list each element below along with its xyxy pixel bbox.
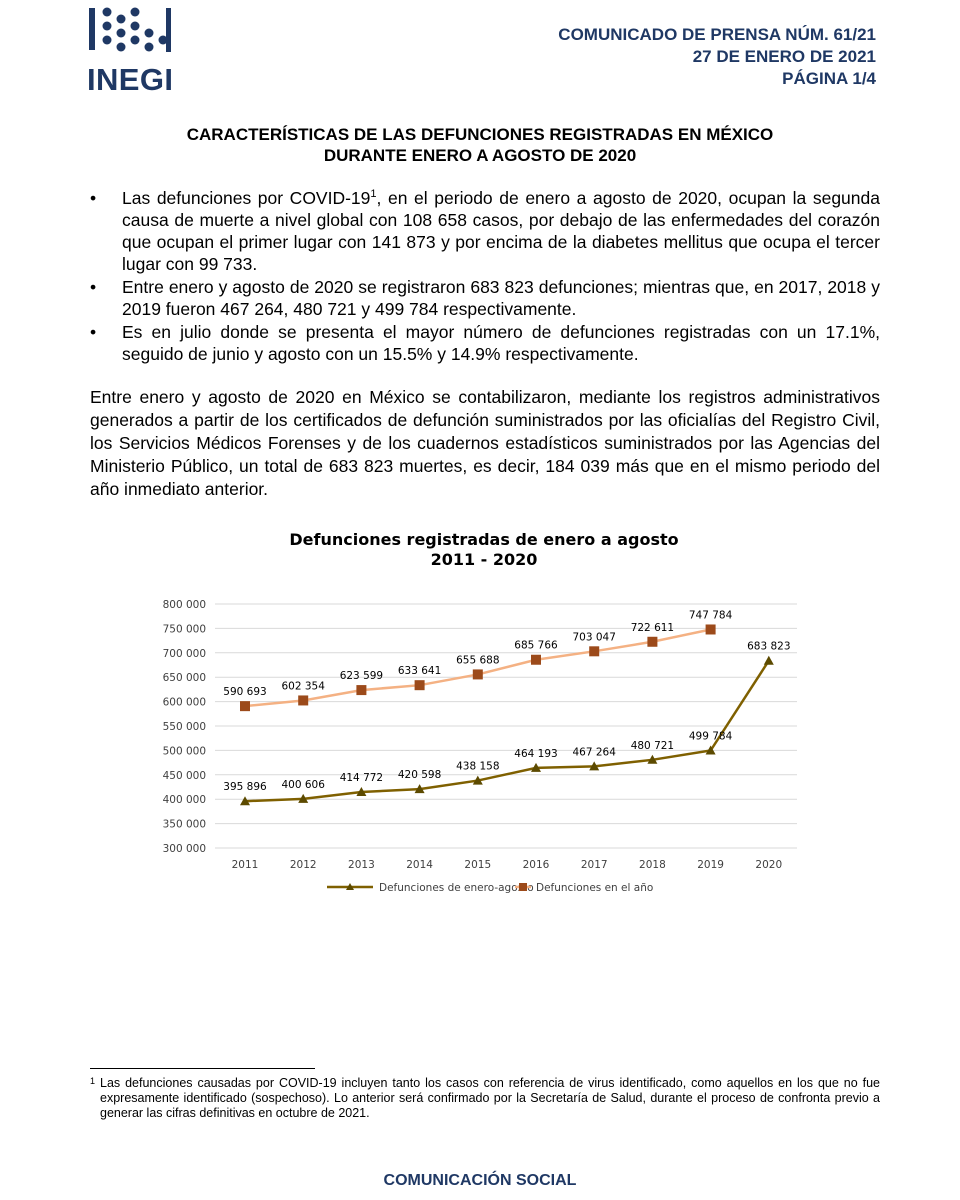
header-line: PÁGINA 1/4 <box>782 69 876 88</box>
data-label: 747 784 <box>689 609 733 621</box>
marker <box>240 701 250 712</box>
marker <box>414 680 425 691</box>
y-tick-label: 300 000 <box>163 843 206 855</box>
footnote-ref: 1 <box>370 188 377 201</box>
data-label: 480 721 <box>631 740 674 752</box>
legend-label: Defunciones en el año <box>536 882 653 894</box>
series-line <box>244 660 770 803</box>
data-label: 703 047 <box>572 631 615 643</box>
x-tick-label: 2019 <box>697 859 724 871</box>
bullet: Las defunciones por COVID-191, en el per… <box>90 187 880 275</box>
data-label: 438 158 <box>456 761 499 773</box>
bullet: Es en julio donde se presenta el mayor n… <box>90 321 880 365</box>
marker <box>414 784 425 794</box>
y-tick-label: 800 000 <box>163 599 206 611</box>
data-label: 420 598 <box>398 769 441 781</box>
x-tick-label: 2012 <box>290 859 317 871</box>
y-tick-label: 400 000 <box>163 794 206 806</box>
data-label: 685 766 <box>514 640 558 652</box>
text: Las defunciones por COVID-19 <box>122 188 371 208</box>
data-label: 623 599 <box>340 670 383 682</box>
data-label: 722 611 <box>631 622 674 634</box>
marker <box>705 745 716 755</box>
chart-subtitle: 2011 - 2020 <box>431 550 538 569</box>
data-label: 683 823 <box>747 641 790 653</box>
data-label: 395 896 <box>223 781 267 793</box>
footnote: 1 Las defunciones causadas por COVID-19 … <box>90 1076 880 1121</box>
y-tick-label: 500 000 <box>163 745 206 757</box>
y-tick-label: 600 000 <box>163 697 206 709</box>
marker <box>356 786 367 796</box>
marker <box>472 775 483 785</box>
logo: INEGI <box>87 7 173 96</box>
y-tick-label: 650 000 <box>163 672 206 684</box>
title: CARACTERÍSTICAS DE LAS DEFUNCIONES REGIS… <box>0 124 960 166</box>
marker <box>647 636 658 647</box>
y-tick-label: 450 000 <box>163 770 206 782</box>
x-tick-label: 2013 <box>348 859 375 871</box>
legend-marker <box>346 883 354 890</box>
legend-marker <box>519 883 527 891</box>
chart-title: Defunciones registradas de enero a agost… <box>289 530 678 549</box>
header-line: 27 DE ENERO DE 2021 <box>692 47 876 66</box>
x-tick-label: 2020 <box>755 859 782 871</box>
title-line: DURANTE ENERO A AGOSTO DE 2020 <box>323 146 637 165</box>
marker <box>240 796 250 806</box>
chart: Defunciones registradas de enero a agost… <box>163 530 797 894</box>
data-label: 464 193 <box>514 748 557 760</box>
header-line: COMUNICADO DE PRENSA NÚM. 61/21 <box>558 25 876 44</box>
x-tick-label: 2015 <box>464 859 491 871</box>
data-label: 633 641 <box>398 665 441 677</box>
x-tick-label: 2016 <box>523 859 550 871</box>
marker <box>763 655 774 665</box>
marker <box>298 695 309 706</box>
data-label: 602 354 <box>281 680 325 692</box>
header: COMUNICADO DE PRENSA NÚM. 61/21 27 DE EN… <box>558 24 876 90</box>
x-tick-label: 2011 <box>232 859 259 871</box>
text: Es en julio donde se presenta el mayor n… <box>122 322 880 364</box>
x-tick-label: 2018 <box>639 859 666 871</box>
marker <box>472 669 483 680</box>
x-tick-label: 2014 <box>406 859 433 871</box>
data-label: 400 606 <box>281 779 325 791</box>
marker <box>589 761 600 771</box>
logo-text: INEGI <box>87 62 173 96</box>
bullet: Entre enero y agosto de 2020 se registra… <box>90 276 880 320</box>
paragraph: Entre enero y agosto de 2020 en México s… <box>90 387 880 499</box>
title-line: CARACTERÍSTICAS DE LAS DEFUNCIONES REGIS… <box>186 125 774 144</box>
data-label: 414 772 <box>340 772 383 784</box>
footnote-marker: 1 <box>90 1076 96 1086</box>
marker <box>298 793 309 803</box>
series-line <box>244 628 711 708</box>
bullet-list: Las defunciones por COVID-191, en el per… <box>90 187 880 366</box>
footnote-rule <box>90 1068 315 1069</box>
y-tick-label: 700 000 <box>163 648 206 660</box>
marker <box>647 754 658 764</box>
footnote-text: Las defunciones causadas por COVID-19 in… <box>100 1076 880 1120</box>
data-label: 655 688 <box>456 654 499 666</box>
data-label: 467 264 <box>572 746 616 758</box>
marker <box>589 646 600 657</box>
text: , en el periodo de enero a agosto de 202… <box>122 188 880 274</box>
marker <box>705 624 716 635</box>
text: Entre enero y agosto de 2020 se registra… <box>122 277 880 319</box>
y-tick-label: 750 000 <box>163 623 206 635</box>
legend-label: Defunciones de enero-agosto <box>379 882 534 894</box>
y-tick-label: 550 000 <box>163 721 206 733</box>
x-tick-label: 2017 <box>581 859 608 871</box>
data-label: 590 693 <box>223 686 266 698</box>
data-label: 499 784 <box>689 731 733 743</box>
y-tick-label: 350 000 <box>163 819 206 831</box>
marker <box>356 685 367 696</box>
footer: COMUNICACIÓN SOCIAL <box>383 1172 577 1189</box>
marker <box>531 762 541 772</box>
marker <box>531 654 541 665</box>
